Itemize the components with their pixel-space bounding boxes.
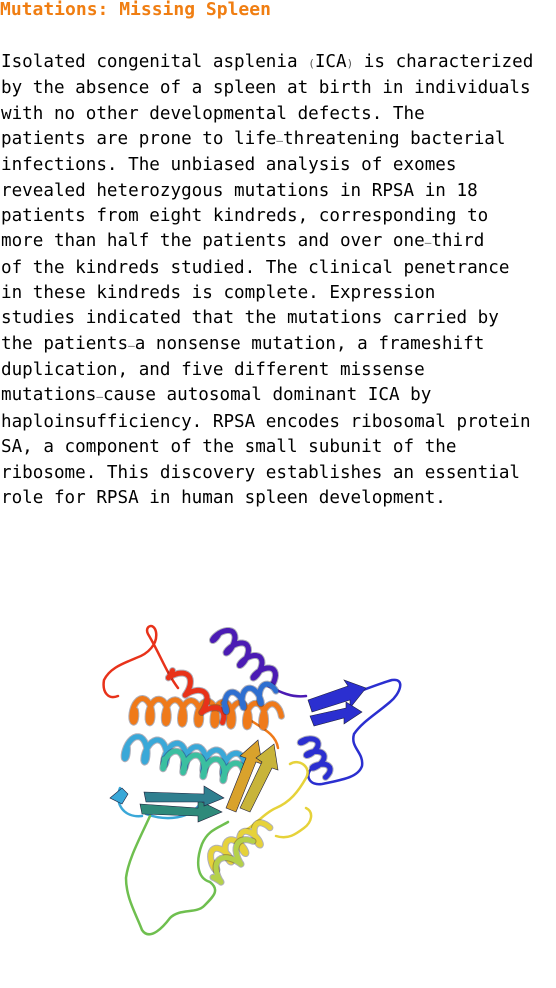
abstract-text: infections. The unbiased analysis of exo… [1, 155, 457, 176]
abstract-symbol: – [424, 236, 432, 250]
abstract-text: patients from eight kindreds, correspond… [1, 206, 489, 227]
teal-helix [160, 748, 247, 784]
abstract-symbol: — [128, 338, 135, 352]
teal-strand [139, 799, 223, 823]
abstract-text: duplication, and five different missense [1, 360, 425, 381]
abstract-symbol: ( [308, 57, 315, 70]
blue-strand [309, 701, 363, 727]
abstract-text: haploinsufficiency. RPSA encodes ribosom… [1, 411, 531, 432]
abstract-text: third [431, 231, 485, 252]
abstract-text: in these kindreds is complete. Expressio… [1, 283, 436, 304]
abstract-text: ribosome. This discovery establishes an … [1, 462, 521, 483]
red-helix [165, 668, 227, 726]
protein-ribbon-structure-icon [102, 624, 402, 936]
lime-helix [210, 837, 256, 885]
abstract-symbol: ) [346, 57, 354, 70]
protein-structure-figure [100, 608, 410, 943]
violet-helix [210, 628, 278, 686]
abstract-text: with no other developmental defects. The [1, 103, 425, 124]
gold-strand [239, 743, 279, 813]
abstract-text: studies indicated that the mutations car… [1, 308, 499, 329]
abstract-text: cause autosomal dominant ICA by [102, 385, 432, 406]
abstract-text: revealed heterozygous mutations in RPSA … [1, 180, 478, 201]
abstract-text: ICA [314, 52, 347, 72]
cyan-strand [109, 787, 129, 805]
abstract-text: a nonsense mutation, a frameshift [134, 333, 485, 354]
abstract-text: the patients [1, 333, 129, 354]
green-loop [124, 814, 230, 936]
cyan-helix [121, 734, 248, 778]
abstract-text: of the kindreds studied. The clinical pe… [1, 257, 510, 278]
abstract-text: SA, a component of the small subunit of … [1, 437, 457, 458]
abstract-text: mutations [1, 385, 97, 406]
abstract-text: role for RPSA in human spleen developmen… [1, 487, 446, 508]
abstract-text: patients are prone to life [1, 129, 277, 150]
orange-helix [129, 696, 284, 730]
blue-strand [307, 679, 367, 713]
abstract-symbol: — [96, 390, 103, 404]
red-loop [102, 624, 180, 699]
teal-strand [143, 785, 225, 807]
orange-loop [248, 718, 280, 750]
blue-loop [307, 678, 402, 786]
article-abstract: Isolated congenital asplenia (ICA) is ch… [1, 50, 553, 511]
yellow-helix [208, 820, 273, 873]
abstract-text: threatening bacterial [283, 129, 506, 150]
abstract-text: more than half the patients and over one [1, 231, 425, 252]
gold-strand [225, 739, 263, 813]
article-title: Mutations: Missing Spleen [0, 0, 271, 20]
violet-helix-shadow [209, 627, 279, 687]
blue-helix [297, 736, 333, 780]
abstract-text: by the absence of a spleen at birth in i… [1, 78, 531, 99]
abstract-text: Isolated congenital asplenia [1, 52, 309, 72]
abstract-text: is characterized [353, 52, 534, 72]
abstract-symbol: – [276, 134, 284, 148]
blue-helix [221, 681, 279, 715]
